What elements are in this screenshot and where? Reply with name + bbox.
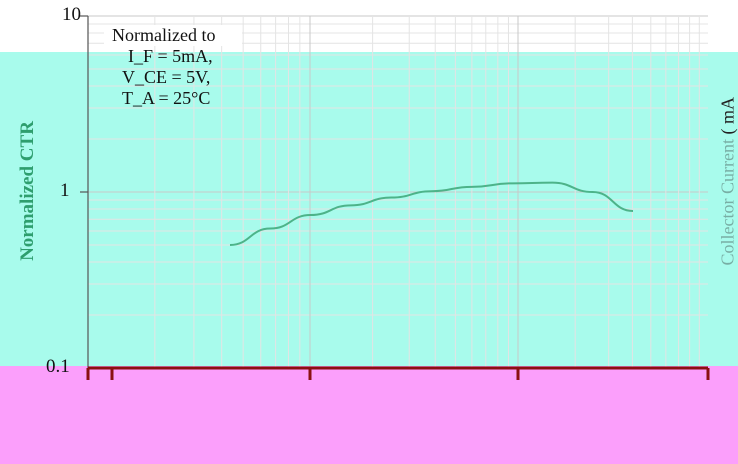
y-tick-label-0-1: 0.1 <box>46 356 70 377</box>
y2-axis-title: Collector Current ( mA <box>717 97 738 266</box>
note-line-2: I_F = 5mA, <box>128 46 213 66</box>
y2-axis-title-suffix: Collector Current <box>717 139 738 266</box>
grid-lines <box>87 15 708 369</box>
note-line-3: V_CE = 5V, <box>122 67 211 87</box>
pink-band <box>0 366 738 464</box>
y2-axis-title-unit: ( mA <box>717 97 738 135</box>
series <box>229 181 634 246</box>
y-tick-label-10: 10 <box>62 4 81 25</box>
normalization-note: Normalized to I_F = 5mA, V_CE = 5V, T_A … <box>104 25 242 109</box>
y-axis-title: Normalized CTR <box>17 121 38 261</box>
axes <box>80 15 710 380</box>
y-tick-label-1: 1 <box>60 180 70 201</box>
note-line-4: T_A = 25°C <box>122 88 211 108</box>
note-line-1: Normalized to <box>104 25 242 46</box>
ctr-curve-series-line <box>229 181 634 246</box>
